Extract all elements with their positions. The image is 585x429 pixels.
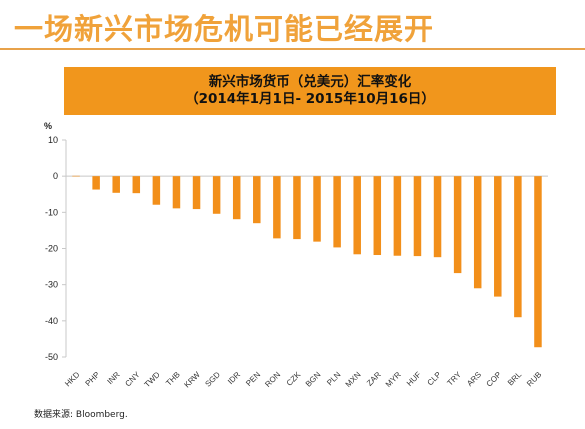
bar-cop xyxy=(494,176,502,297)
x-tick-label: TWD xyxy=(143,370,162,389)
y-tick-label: 10 xyxy=(48,135,58,145)
bar-krw xyxy=(192,176,201,210)
title-divider xyxy=(0,48,585,50)
bar-myr xyxy=(393,176,402,256)
slide-title: 一场新兴市场危机可能已经展开 xyxy=(14,12,435,46)
bar-huf xyxy=(413,176,422,257)
bar-sgd xyxy=(212,176,221,214)
bar-pln xyxy=(333,176,341,248)
bar-idr xyxy=(232,176,241,220)
x-tick-label: HKD xyxy=(63,370,81,388)
x-tick-label: INR xyxy=(106,370,122,386)
x-tick-label: PHP xyxy=(84,370,102,388)
bar-zar xyxy=(373,176,382,256)
x-tick-label: BGN xyxy=(304,370,323,389)
bar-hkd xyxy=(72,175,80,177)
y-tick-label: -30 xyxy=(45,280,58,290)
bar-twd xyxy=(152,176,161,205)
x-tick-label: CNY xyxy=(123,370,142,389)
y-tick-label: -20 xyxy=(45,244,58,254)
x-tick-label: HUF xyxy=(405,370,423,388)
x-tick-label: PEN xyxy=(244,370,262,388)
x-tick-label: BRL xyxy=(506,370,524,388)
chart-title-banner: 新兴市场货币（兑美元）汇率变化 （2014年1月1日- 2015年10月16日） xyxy=(64,67,556,115)
y-tick-label: -10 xyxy=(45,207,58,217)
x-tick-label: RON xyxy=(263,370,282,389)
x-tick-label: MYR xyxy=(384,370,403,389)
x-tick-label: SGD xyxy=(203,370,222,389)
chart-subtitle: （2014年1月1日- 2015年10月16日） xyxy=(185,91,435,107)
bar-php xyxy=(92,176,100,190)
x-tick-label: TRY xyxy=(445,370,463,388)
chart-title: 新兴市场货币（兑美元）汇率变化 xyxy=(208,74,412,90)
bar-inr xyxy=(112,176,120,193)
bar-czk xyxy=(293,176,301,240)
x-tick-label: KRW xyxy=(182,370,202,390)
x-tick-label: ZAR xyxy=(365,370,383,388)
y-tick-label: 0 xyxy=(53,171,58,181)
x-tick-label: CZK xyxy=(285,370,303,388)
bar-pen xyxy=(253,176,261,224)
x-tick-label: PLN xyxy=(325,370,343,388)
bar-brl xyxy=(514,176,522,318)
x-tick-label: MXN xyxy=(344,370,363,389)
bar-thb xyxy=(172,176,181,209)
bar-ars xyxy=(473,176,482,289)
y-tick-label: -50 xyxy=(45,352,58,362)
x-tick-label: IDR xyxy=(226,370,242,386)
x-tick-label: ARS xyxy=(465,370,483,388)
bar-clp xyxy=(433,176,442,258)
bar-cny xyxy=(132,176,141,194)
bar-bgn xyxy=(313,176,321,242)
source-note: 数据来源: Bloomberg. xyxy=(34,410,128,420)
bar-ron xyxy=(273,176,281,239)
x-tick-label: THB xyxy=(164,370,182,388)
y-axis-unit-label: % xyxy=(44,121,53,131)
x-tick-label: COP xyxy=(485,370,504,389)
y-tick-label: -40 xyxy=(45,316,58,326)
bar-try xyxy=(453,176,462,274)
x-tick-label: RUB xyxy=(525,370,543,388)
bar-mxn xyxy=(353,176,361,255)
bar-rub xyxy=(534,176,542,348)
x-tick-label: CLP xyxy=(426,370,443,387)
